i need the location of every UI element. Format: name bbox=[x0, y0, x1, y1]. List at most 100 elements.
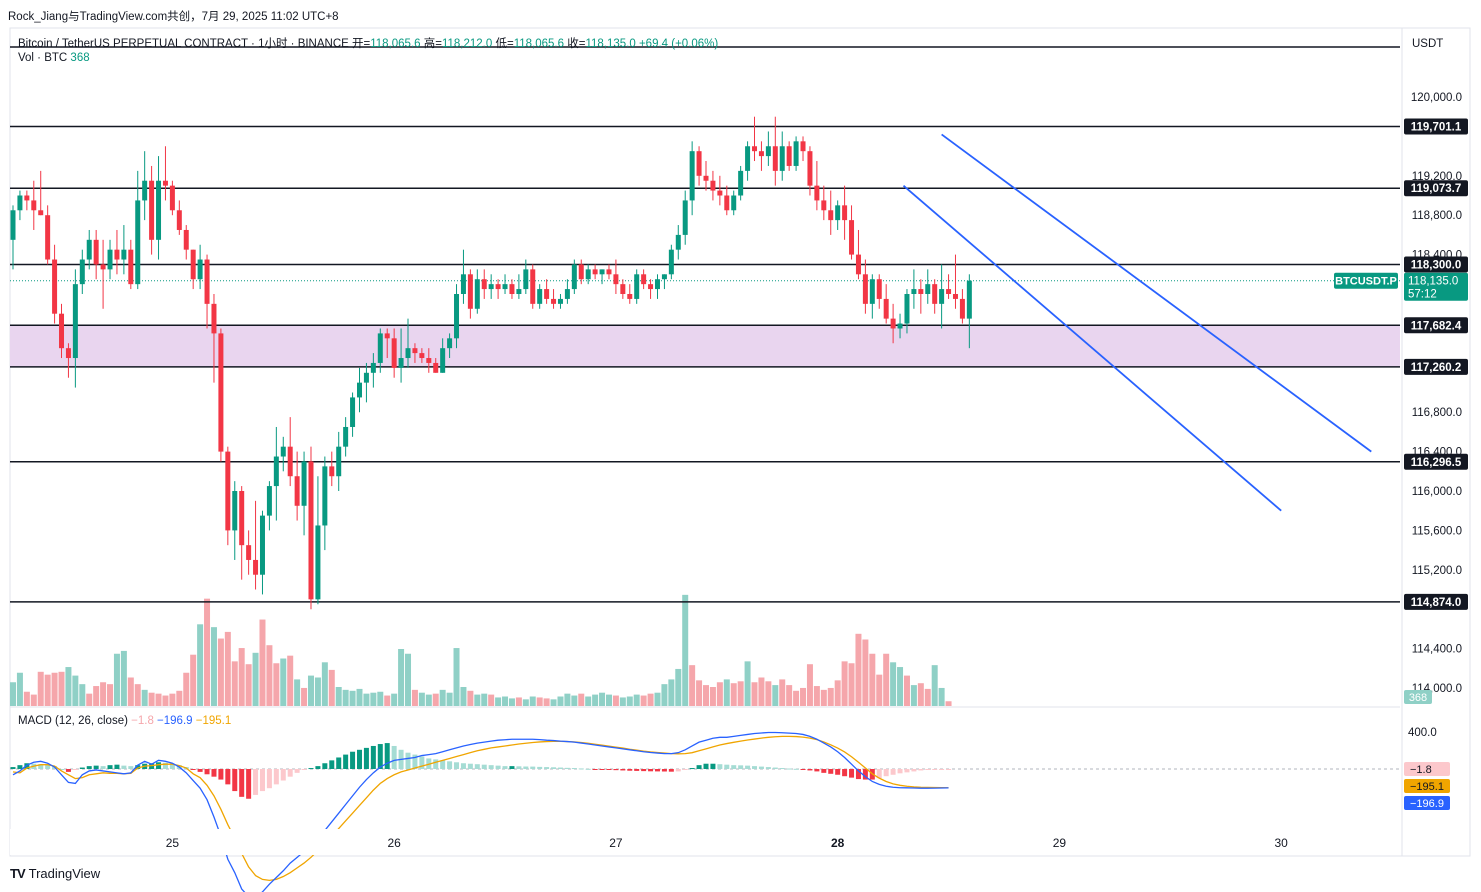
price-tick-label: 120,000.0 bbox=[1411, 92, 1462, 104]
candle-body bbox=[613, 274, 619, 285]
price-tick-label: 115,600.0 bbox=[1412, 525, 1462, 537]
macd-histogram-bar bbox=[918, 769, 924, 771]
volume-bar bbox=[640, 695, 647, 706]
volume-bar bbox=[418, 692, 425, 706]
candle-body bbox=[932, 284, 938, 304]
candle-body bbox=[246, 545, 252, 560]
macd-histogram-bar bbox=[225, 769, 231, 785]
volume-bar bbox=[474, 694, 481, 706]
volume-bar bbox=[307, 675, 314, 706]
price-tick-label: 116,800.0 bbox=[1412, 407, 1462, 419]
volume-bar bbox=[217, 638, 224, 706]
macd-histogram-bar bbox=[128, 766, 134, 769]
candle-body bbox=[162, 180, 168, 186]
volume-bar bbox=[23, 691, 30, 706]
candle-body bbox=[578, 264, 584, 280]
macd-histogram-bar bbox=[79, 767, 85, 769]
macd-histogram-bar bbox=[45, 764, 51, 769]
candle-body bbox=[287, 446, 293, 477]
candle-body bbox=[218, 333, 224, 452]
volume-bar bbox=[197, 624, 204, 706]
macd-histogram-bar bbox=[509, 766, 515, 769]
volume-bar bbox=[238, 648, 245, 706]
macd-histogram-bar bbox=[377, 744, 383, 769]
macd-histogram-bar bbox=[779, 768, 785, 770]
candle-body bbox=[765, 146, 771, 157]
high-label: 高= bbox=[423, 38, 442, 50]
macd-value-label: −1.8 bbox=[1410, 764, 1432, 776]
volume-bar bbox=[280, 658, 287, 706]
candle-body bbox=[474, 279, 480, 309]
macd-histogram-bar bbox=[467, 763, 473, 769]
macd-histogram-bar bbox=[93, 765, 99, 769]
candle-body bbox=[294, 476, 300, 506]
candle-body bbox=[842, 205, 848, 221]
macd-legend[interactable]: MACD (12, 26, close) −1.8 −196.9 −195.1 bbox=[18, 715, 231, 727]
macd-histogram-bar bbox=[939, 769, 945, 770]
candle-body bbox=[114, 249, 120, 260]
macd-histogram-bar bbox=[357, 749, 362, 769]
candle-body bbox=[551, 298, 557, 304]
candle-body bbox=[107, 249, 113, 270]
macd-histogram-bar bbox=[772, 767, 778, 769]
volume-bar bbox=[668, 679, 675, 706]
volume-bar bbox=[626, 696, 633, 706]
volume-bar bbox=[897, 667, 904, 706]
macd-histogram-bar bbox=[828, 769, 834, 774]
macd-histogram-bar bbox=[391, 745, 397, 769]
macd-histogram-bar bbox=[474, 764, 480, 769]
macd-histogram-bar bbox=[821, 769, 827, 773]
macd-histogram-bar bbox=[107, 765, 113, 769]
candle-body bbox=[661, 274, 667, 280]
macd-histogram-bar bbox=[932, 769, 938, 770]
macd-value-tag bbox=[1404, 779, 1450, 793]
volume-bar bbox=[204, 598, 211, 706]
candle-body bbox=[606, 269, 612, 275]
volume-label: Vol · BTC bbox=[18, 52, 68, 64]
candle-body bbox=[682, 200, 688, 235]
volume-bar bbox=[827, 687, 834, 706]
candle-body bbox=[239, 491, 245, 546]
symbol-legend[interactable]: Bitcoin / TetherUS PERPETUAL CONTRACT · … bbox=[18, 35, 718, 51]
macd-histogram-bar bbox=[855, 769, 861, 780]
tradingview-brand[interactable]: TV TradingView bbox=[10, 866, 100, 881]
currency-label[interactable]: USDT bbox=[1412, 38, 1444, 50]
macd-histogram-bar bbox=[156, 762, 162, 769]
level-price-tag bbox=[1404, 593, 1468, 610]
candle-body bbox=[745, 146, 751, 171]
candle-body bbox=[100, 264, 106, 270]
volume-legend[interactable]: Vol · BTC 368 bbox=[18, 52, 90, 64]
candle-body bbox=[266, 486, 272, 516]
candle-body bbox=[502, 284, 508, 290]
volume-bar bbox=[391, 693, 398, 706]
candle-body bbox=[398, 358, 404, 368]
volume-bar bbox=[689, 665, 696, 706]
macd-histogram-bar bbox=[384, 743, 390, 769]
macd-histogram-bar bbox=[211, 769, 217, 777]
volume-bar bbox=[751, 682, 758, 706]
volume-bar bbox=[800, 687, 807, 706]
candle-body bbox=[128, 249, 134, 285]
macd-histogram-bar bbox=[862, 769, 868, 780]
macd-histogram-bar bbox=[294, 769, 300, 773]
macd-histogram-bar bbox=[724, 764, 730, 769]
candle-body bbox=[336, 446, 342, 477]
volume-bar bbox=[529, 696, 536, 706]
macd-histogram-bar bbox=[890, 769, 896, 775]
candle-body bbox=[31, 200, 37, 211]
volume-bar bbox=[328, 669, 335, 706]
macd-histogram-bar bbox=[842, 769, 848, 777]
candle-body bbox=[156, 180, 162, 240]
macd-histogram-bar bbox=[38, 764, 44, 769]
time-tick-label: 26 bbox=[387, 836, 401, 850]
volume-bar bbox=[321, 662, 328, 706]
volume-bar bbox=[245, 664, 252, 706]
macd-histogram-bar bbox=[648, 769, 654, 772]
volume-bar bbox=[924, 688, 931, 706]
macd-histogram-bar bbox=[454, 762, 460, 769]
macd-histogram-bar bbox=[65, 769, 71, 772]
candle-body bbox=[869, 279, 875, 304]
volume-bar bbox=[134, 684, 141, 706]
macd-histogram-bar bbox=[86, 766, 92, 769]
